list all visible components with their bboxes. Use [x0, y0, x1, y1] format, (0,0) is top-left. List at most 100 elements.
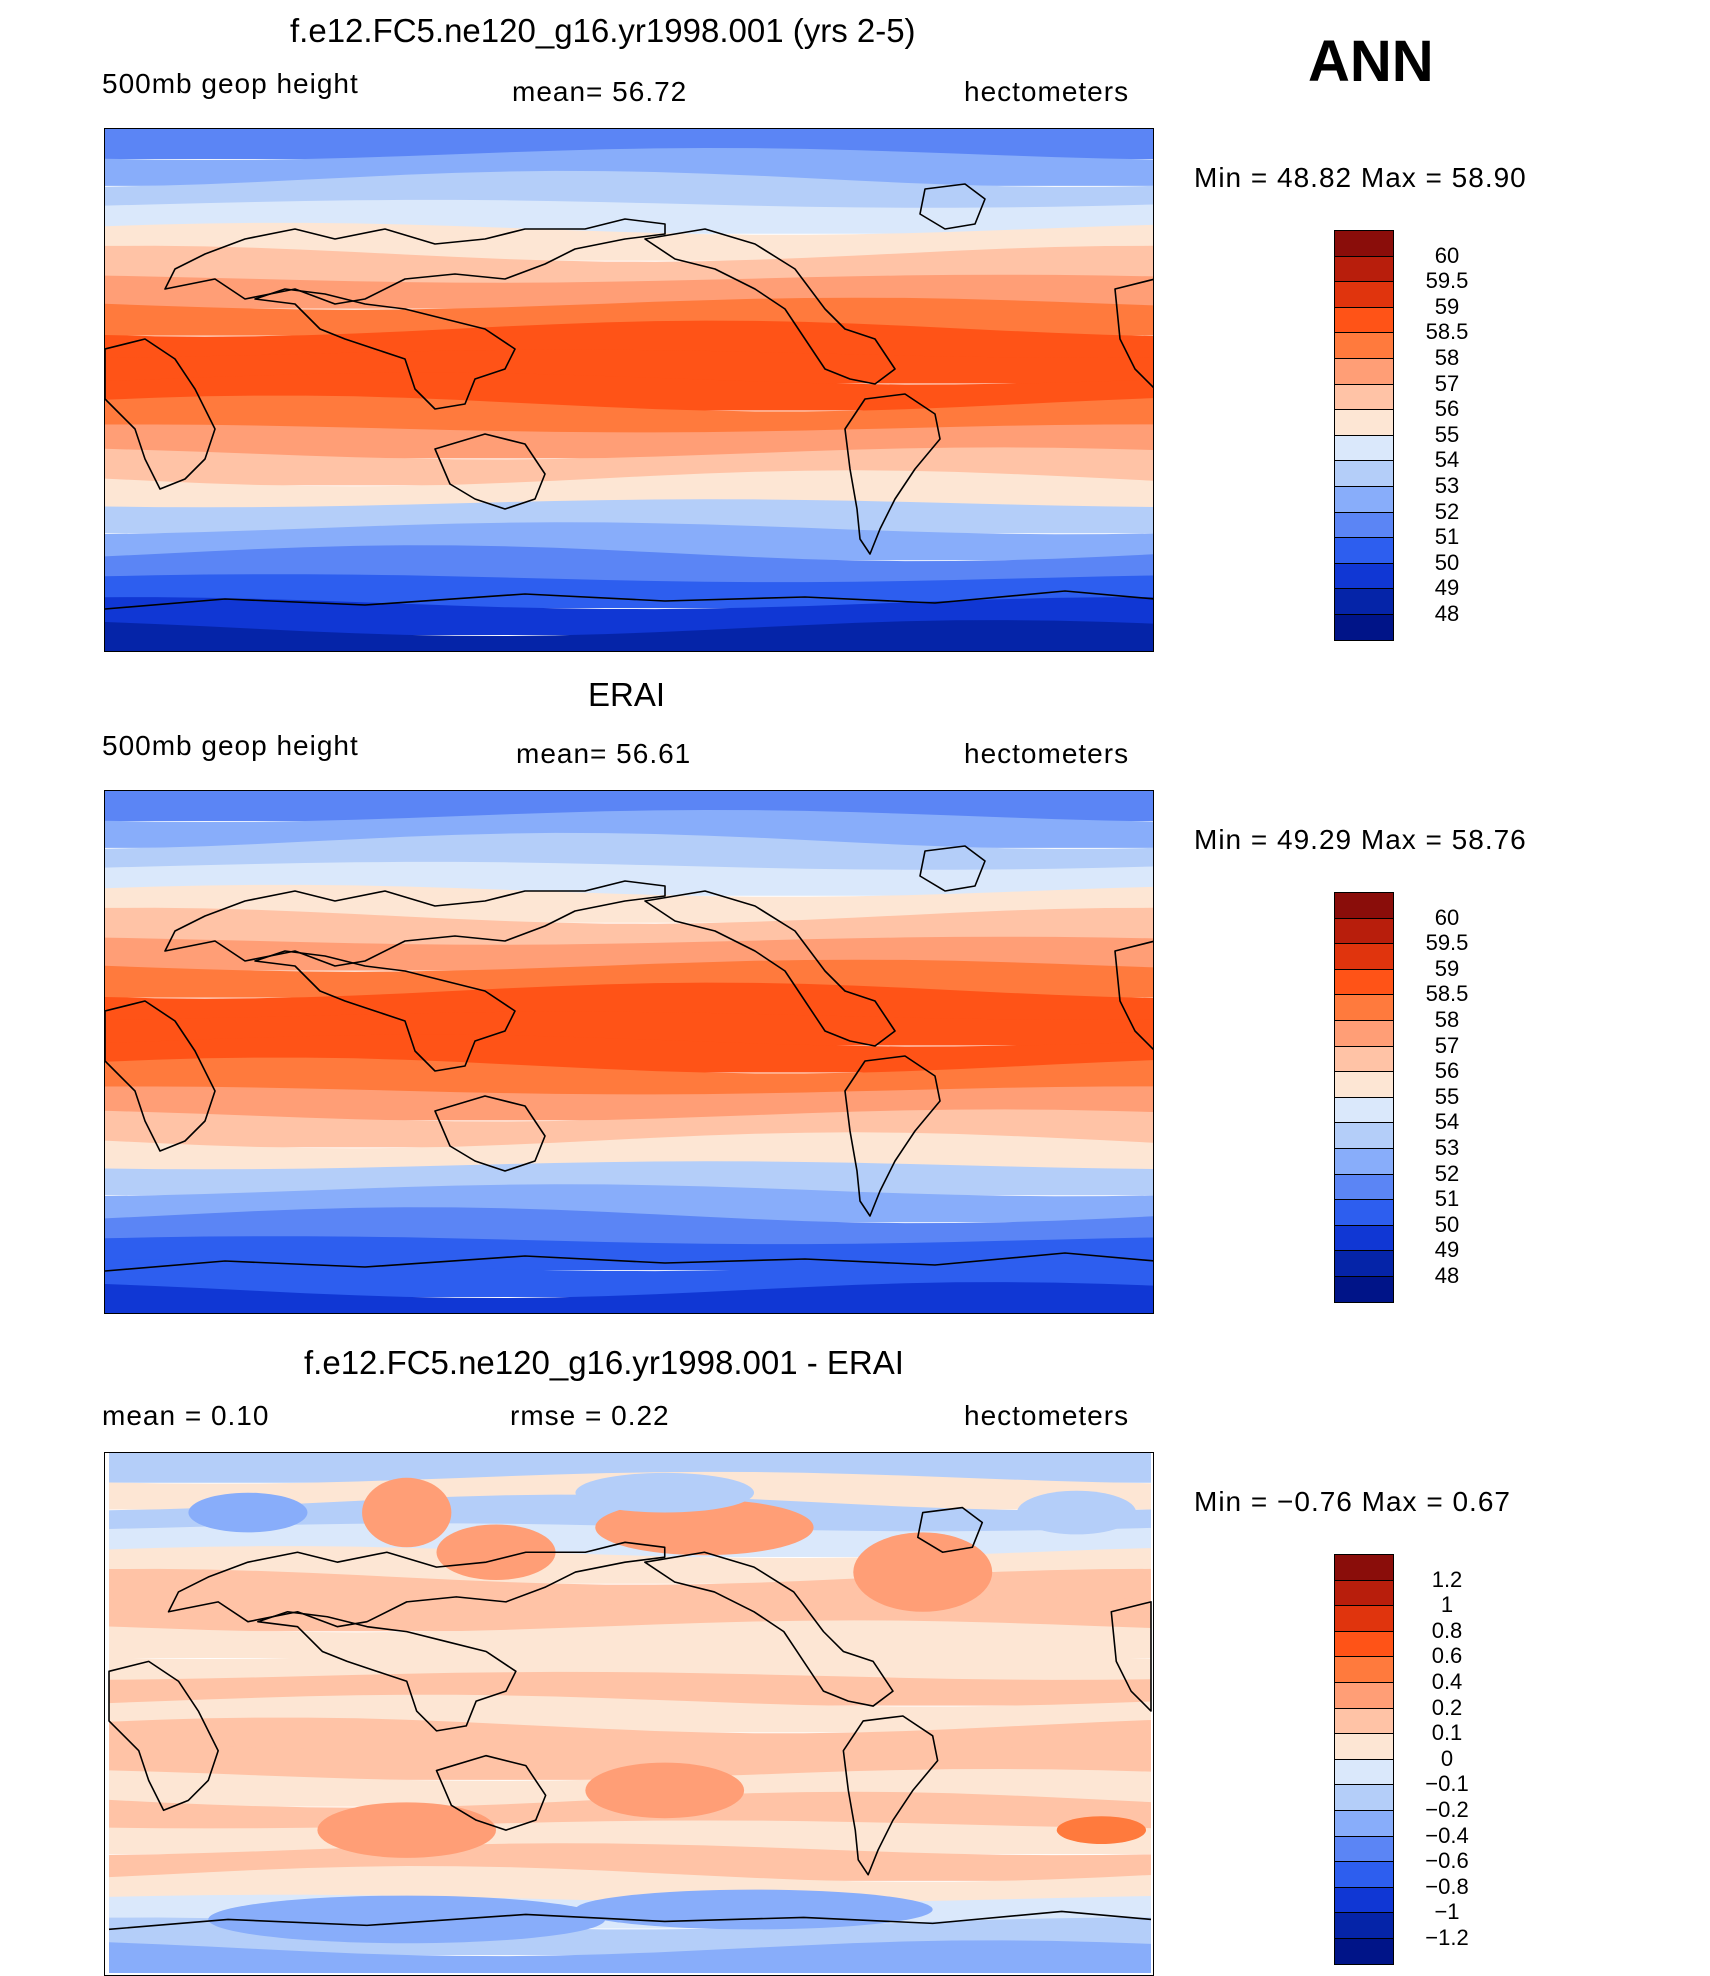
colorbar-label: −0.8 — [1425, 1873, 1469, 1899]
colorbar-label: 1 — [1440, 1592, 1454, 1618]
colorbar-swatch — [1334, 1758, 1394, 1786]
anomaly-region — [575, 1472, 755, 1513]
colorbar-label: 52 — [1434, 1160, 1460, 1186]
colorbar-swatch — [1334, 1835, 1394, 1863]
contour-band — [105, 810, 1153, 848]
anomaly-region — [853, 1532, 993, 1612]
colorbar-label: 58.5 — [1425, 319, 1469, 345]
colorbar-label: 0.4 — [1431, 1669, 1463, 1694]
coastline — [842, 1715, 939, 1876]
colorbar-swatch — [1334, 1020, 1394, 1047]
colorbar-swatch — [1334, 230, 1394, 257]
units-label: hectometers — [964, 1400, 1130, 1431]
colorbar-label: 48 — [1434, 601, 1460, 626]
colorbar-swatch — [1334, 1276, 1394, 1303]
contour-band — [105, 982, 1153, 1025]
coastline — [167, 1541, 666, 1628]
contour-band — [105, 395, 1153, 438]
colorbar-label: −1.2 — [1425, 1925, 1469, 1950]
contour-band — [105, 320, 1153, 363]
coastline — [105, 590, 1153, 610]
colorbar-label: 58 — [1434, 1007, 1460, 1032]
colorbar-swatch — [1334, 306, 1394, 334]
colorbar-label: 59 — [1434, 293, 1460, 319]
colorbar-label: 54 — [1434, 447, 1460, 473]
colorbar-label: 50 — [1434, 1211, 1460, 1237]
coastline — [434, 433, 546, 510]
mean-label: mean= 56.61 — [516, 738, 692, 769]
contour-band — [109, 1940, 1151, 1973]
min-max-label: Min = −0.76 Max = 0.67 — [1194, 1486, 1511, 1517]
colorbar-swatch — [1334, 1784, 1394, 1811]
colorbar-label: 58 — [1434, 345, 1460, 370]
contour-band — [105, 574, 1153, 609]
colorbar-swatch — [1334, 994, 1394, 1021]
variable-label: 500mb geop height — [102, 730, 359, 761]
colorbar-swatch — [1334, 1938, 1394, 1965]
anomaly-region — [208, 1895, 606, 1944]
colorbar-swatch — [1334, 1173, 1394, 1201]
contour-band — [105, 1057, 1153, 1100]
colorbar-swatch — [1334, 1554, 1394, 1581]
colorbar-swatch — [1334, 1605, 1394, 1632]
colorbar-label: 59 — [1434, 955, 1460, 981]
colorbar-swatch — [1334, 562, 1394, 590]
contour-band — [109, 1717, 1151, 1760]
season-label: ANN — [1308, 29, 1434, 94]
contour-band — [109, 1643, 1151, 1685]
contour-band — [105, 620, 1153, 651]
colorbar-label: 0.8 — [1431, 1617, 1463, 1643]
colorbar-label: 60 — [1434, 904, 1460, 930]
colorbar-swatch — [1334, 614, 1394, 641]
mean-label: mean = 0.10 — [102, 1400, 270, 1431]
colorbar-swatch — [1334, 1810, 1394, 1837]
coastline — [164, 880, 666, 967]
colorbar-swatch — [1334, 255, 1394, 283]
colorbar-label: 1.2 — [1431, 1566, 1463, 1592]
colorbar-swatch — [1334, 917, 1394, 945]
mean-label: mean= 56.72 — [512, 76, 688, 107]
colorbar-swatch — [1334, 511, 1394, 539]
anomaly-region — [362, 1477, 452, 1548]
coastline — [108, 1910, 1152, 1931]
units-label: hectometers — [964, 76, 1130, 107]
panel-title: f.e12.FC5.ne120_g16.yr1998.001 (yrs 2-5) — [290, 12, 916, 49]
coastline — [164, 218, 666, 305]
colorbar-label: 0.6 — [1431, 1643, 1463, 1669]
colorbar-label: 0.1 — [1431, 1720, 1463, 1746]
coastline — [1114, 278, 1153, 389]
panel-title: ERAI — [588, 676, 666, 713]
colorbar-label: 52 — [1434, 498, 1460, 524]
colorbar-label: 49 — [1434, 1237, 1460, 1263]
coastline — [1114, 940, 1153, 1051]
contour-band — [105, 148, 1153, 186]
anomaly-region — [585, 1762, 745, 1819]
anomaly-region — [1056, 1816, 1147, 1844]
coastline — [254, 950, 516, 1072]
colorbar-label: 48 — [1434, 1263, 1460, 1288]
colorbar-swatch — [1334, 281, 1394, 308]
colorbar-swatch — [1334, 1250, 1394, 1277]
contour-band — [105, 1282, 1153, 1313]
colorbar-label: 59.5 — [1425, 930, 1469, 956]
coastline — [105, 1000, 216, 1152]
coastline — [105, 338, 216, 490]
colorbar-swatch — [1334, 1733, 1394, 1760]
coastline — [916, 1506, 984, 1554]
colorbar-label: 53 — [1434, 1135, 1460, 1160]
contour-band — [105, 1236, 1153, 1271]
colorbar-swatch — [1334, 1199, 1394, 1226]
colorbar-label: 56 — [1434, 396, 1460, 422]
colorbar-label: −0.2 — [1425, 1797, 1469, 1822]
coastline — [435, 1754, 547, 1831]
colorbar-swatch — [1334, 434, 1394, 462]
colorbar-swatch — [1334, 1912, 1394, 1939]
colorbar-label: 55 — [1434, 1083, 1460, 1109]
map-obs — [104, 790, 1154, 1314]
min-max-label: Min = 48.82 Max = 58.90 — [1194, 162, 1527, 193]
coastline — [644, 228, 896, 385]
coastline — [254, 288, 516, 410]
colorbar-swatch — [1334, 1224, 1394, 1252]
colorbar-label: 0 — [1440, 1745, 1454, 1771]
colorbar-label: 0.2 — [1431, 1694, 1463, 1720]
